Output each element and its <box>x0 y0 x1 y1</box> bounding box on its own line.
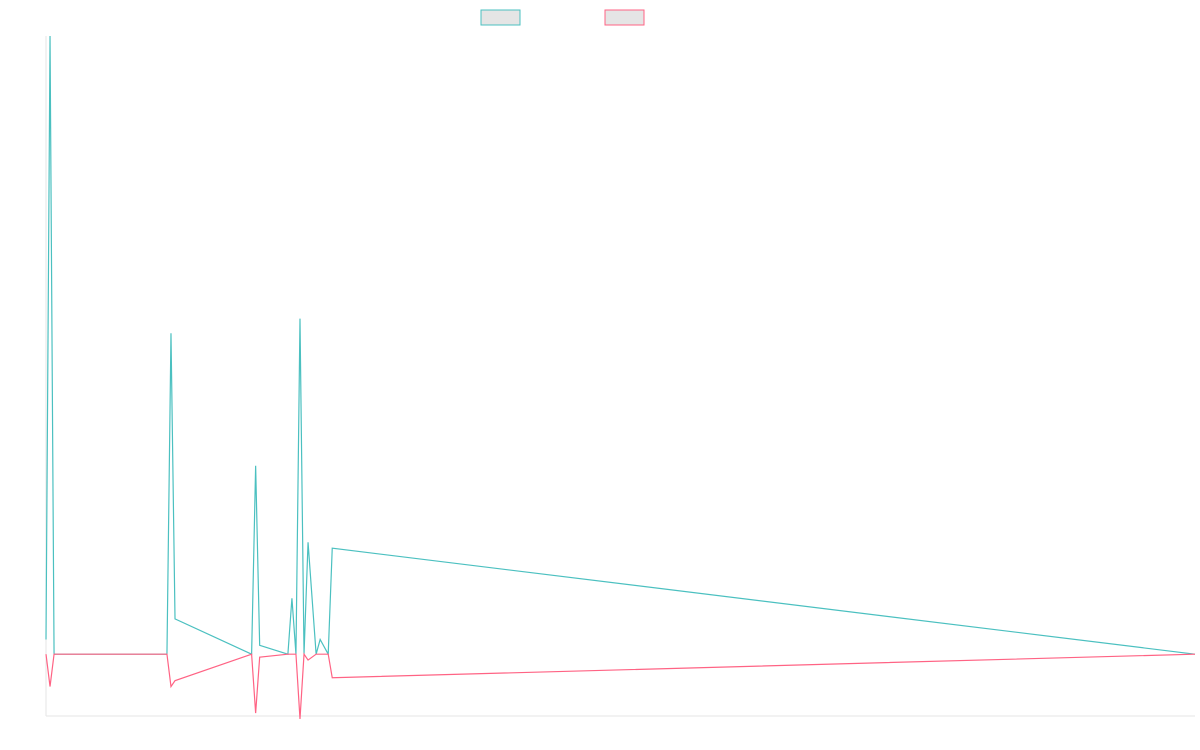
series-line-1 <box>45 35 1196 657</box>
legend-swatch-2 <box>604 9 645 26</box>
legend-item-2[interactable] <box>604 9 645 26</box>
plot-area <box>45 35 1196 719</box>
axes <box>45 36 1195 717</box>
series-line-2 <box>45 652 1196 719</box>
legend-swatch-1 <box>480 9 521 26</box>
legend <box>480 9 645 26</box>
legend-item-1[interactable] <box>480 9 521 26</box>
